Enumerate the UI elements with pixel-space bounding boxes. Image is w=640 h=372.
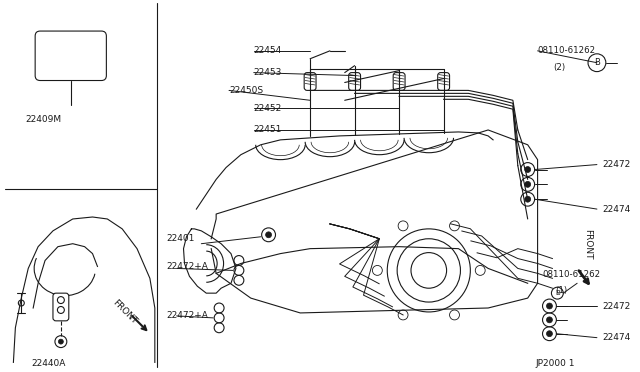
Text: 22450S: 22450S xyxy=(229,86,263,95)
Text: 22474: 22474 xyxy=(602,205,630,214)
Text: 22472+A: 22472+A xyxy=(166,311,209,320)
Text: B: B xyxy=(555,290,560,296)
FancyBboxPatch shape xyxy=(349,73,360,90)
Text: 22474: 22474 xyxy=(602,333,630,342)
Text: B: B xyxy=(594,58,600,67)
Text: FRONT: FRONT xyxy=(583,229,592,259)
Circle shape xyxy=(525,182,531,187)
FancyBboxPatch shape xyxy=(53,293,68,321)
Text: (2): (2) xyxy=(554,63,566,72)
Circle shape xyxy=(547,303,552,309)
FancyBboxPatch shape xyxy=(304,73,316,90)
Text: 22452: 22452 xyxy=(253,104,282,113)
Text: FRONT: FRONT xyxy=(111,298,139,326)
FancyBboxPatch shape xyxy=(393,73,405,90)
Text: 22472: 22472 xyxy=(602,160,630,169)
Text: 22451: 22451 xyxy=(253,125,282,134)
Circle shape xyxy=(525,167,531,173)
Text: JP2000 1: JP2000 1 xyxy=(536,359,575,368)
Circle shape xyxy=(547,331,552,337)
Text: 22472+A: 22472+A xyxy=(166,262,209,271)
Text: 08110-61262: 08110-61262 xyxy=(538,46,596,55)
Text: 22453: 22453 xyxy=(253,68,282,77)
Circle shape xyxy=(58,339,63,344)
Text: 22440A: 22440A xyxy=(31,359,65,368)
Text: 22472: 22472 xyxy=(602,302,630,311)
Text: 22454: 22454 xyxy=(253,46,282,55)
Circle shape xyxy=(266,232,271,238)
Circle shape xyxy=(525,196,531,202)
Circle shape xyxy=(547,317,552,323)
FancyBboxPatch shape xyxy=(438,73,449,90)
Text: 22401: 22401 xyxy=(166,234,195,243)
Text: 08110-61262: 08110-61262 xyxy=(543,270,601,279)
Text: (1): (1) xyxy=(556,286,568,295)
FancyBboxPatch shape xyxy=(35,31,106,80)
Text: 22409M: 22409M xyxy=(25,115,61,124)
